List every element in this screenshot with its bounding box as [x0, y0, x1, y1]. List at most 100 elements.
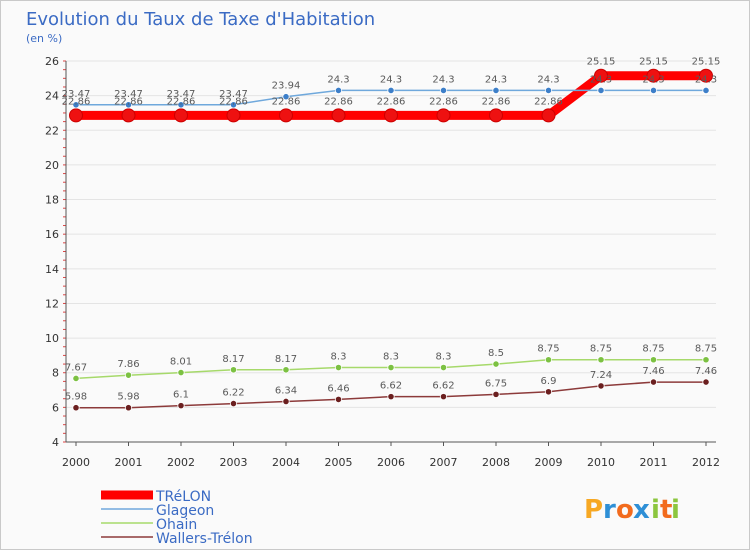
- data-point: [699, 68, 713, 83]
- data-label: 6.62: [380, 381, 402, 392]
- logo-letter: r: [603, 495, 616, 525]
- data-point: [387, 363, 395, 372]
- data-point: [489, 108, 503, 123]
- data-label: 24.3: [537, 74, 559, 85]
- x-tick-label: 2007: [430, 456, 458, 469]
- data-point: [69, 108, 83, 123]
- data-point: [177, 368, 185, 377]
- data-label: 22.86: [429, 96, 458, 107]
- data-label: 6.75: [485, 378, 507, 389]
- data-point: [124, 101, 133, 109]
- y-tick-label: 20: [45, 159, 59, 172]
- data-label: 8.5: [488, 348, 504, 359]
- data-point: [229, 101, 238, 109]
- x-tick-label: 2011: [640, 456, 668, 469]
- data-point: [649, 356, 658, 364]
- data-point: [439, 86, 448, 95]
- data-point: [597, 382, 605, 390]
- data-point: [282, 93, 290, 101]
- data-label: 7.46: [642, 366, 664, 377]
- y-tick-label: 16: [45, 228, 59, 241]
- data-label: 7.46: [695, 366, 717, 377]
- data-point: [334, 395, 343, 403]
- data-label: 24.3: [590, 74, 612, 85]
- x-tick-label: 2004: [272, 456, 300, 469]
- x-tick-label: 2009: [535, 456, 563, 469]
- data-point: [72, 404, 80, 412]
- data-label: 24.3: [432, 74, 454, 85]
- data-point: [121, 108, 136, 123]
- y-tick-label: 6: [52, 401, 59, 414]
- data-label: 25.15: [587, 57, 616, 68]
- logo-letter: x: [633, 495, 650, 525]
- data-point: [436, 108, 451, 123]
- data-label: 22.86: [62, 96, 91, 107]
- data-label: 22.86: [114, 96, 143, 107]
- data-label: 7.24: [590, 370, 612, 381]
- data-label: 22.86: [534, 96, 563, 107]
- logo-letter: i: [651, 495, 660, 525]
- data-label: 22.86: [219, 96, 248, 107]
- data-point: [124, 404, 133, 412]
- data-point: [226, 108, 241, 123]
- legend-label: TRéLON: [155, 489, 211, 505]
- data-point: [649, 378, 658, 386]
- data-point: [702, 86, 710, 95]
- data-label: 23.94: [272, 81, 301, 92]
- data-label: 8.75: [537, 344, 559, 355]
- data-point: [492, 390, 500, 398]
- y-tick-label: 26: [45, 55, 59, 68]
- logo-letter: i: [671, 495, 680, 525]
- y-tick-label: 24: [45, 90, 59, 103]
- x-tick-label: 2000: [62, 456, 90, 469]
- legend-label: Ohain: [156, 517, 197, 533]
- data-label: 8.17: [222, 354, 244, 365]
- data-label: 8.3: [383, 352, 399, 363]
- data-point: [387, 393, 395, 401]
- data-point: [387, 86, 395, 95]
- data-point: [177, 402, 185, 410]
- data-label: 24.3: [327, 74, 349, 85]
- data-point: [439, 393, 448, 401]
- data-point: [544, 388, 553, 396]
- data-label: 6.9: [541, 376, 557, 387]
- x-tick-label: 2008: [482, 456, 510, 469]
- data-label: 22.86: [167, 96, 196, 107]
- data-point: [649, 86, 658, 95]
- data-point: [174, 108, 188, 123]
- x-tick-label: 2002: [167, 456, 195, 469]
- data-label: 24.3: [380, 74, 402, 85]
- data-label: 7.67: [65, 362, 87, 373]
- y-tick-label: 12: [45, 297, 59, 310]
- axes: 4 6 8 10 12 14 16 18 20 22 24 26 2000 2001 2002 2003 200…: [45, 55, 720, 469]
- data-point: [177, 101, 185, 109]
- y-axis-unit: (en %): [26, 32, 62, 45]
- data-label: 6.62: [432, 381, 454, 392]
- data-point: [646, 68, 661, 83]
- x-tick-label: 2006: [377, 456, 405, 469]
- data-label: 23.47: [167, 89, 196, 100]
- y-tick-label: 14: [45, 263, 59, 276]
- data-point: [124, 371, 133, 379]
- data-label: 6.22: [222, 388, 244, 399]
- data-label: 22.86: [324, 96, 353, 107]
- data-point: [544, 86, 553, 95]
- data-point: [492, 86, 500, 95]
- logo-letter: t: [660, 495, 672, 525]
- y-tick-label: 10: [45, 332, 59, 345]
- data-point: [282, 366, 290, 374]
- legend-label: Glageon: [156, 503, 214, 519]
- data-point: [702, 356, 710, 364]
- data-label: 8.75: [695, 344, 717, 355]
- series-group: [69, 68, 713, 412]
- data-point: [279, 108, 293, 123]
- data-point: [597, 86, 605, 95]
- chart-title: Evolution du Taux de Taxe d'Habitation: [26, 9, 375, 30]
- x-tick-label: 2003: [220, 456, 248, 469]
- y-tick-label: 8: [52, 367, 59, 380]
- x-tick-label: 2001: [115, 456, 143, 469]
- data-label: 23.47: [62, 89, 91, 100]
